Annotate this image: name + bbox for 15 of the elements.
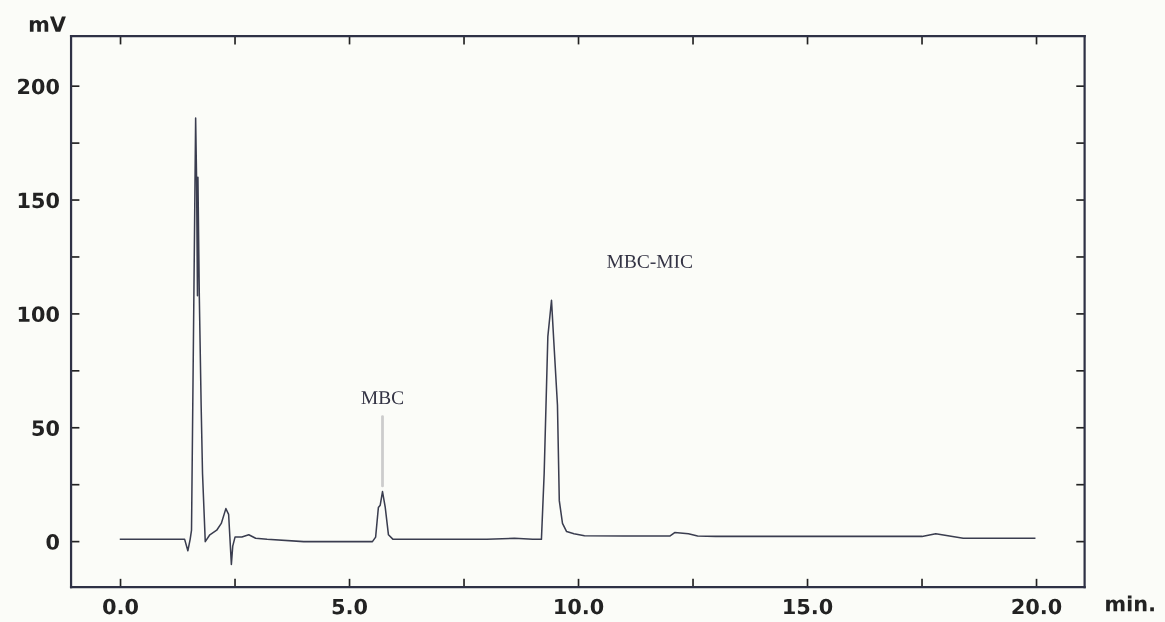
y-tick-label: 0 (46, 534, 59, 550)
y-axis-title: mV (29, 16, 66, 32)
annotation: MBC (361, 391, 404, 405)
y-tick-label: 150 (18, 192, 59, 209)
y-tick-label: 200 (18, 78, 59, 95)
line-series (119, 117, 1036, 566)
x-tick-label: 10.0 (555, 598, 604, 615)
annotation: MBC-MIC (607, 254, 692, 268)
x-axis-title: min. (1106, 595, 1154, 612)
y-tick-label: 50 (32, 420, 59, 436)
x-tick-label: 15.0 (784, 598, 833, 615)
x-tick-label: 5.0 (332, 598, 367, 615)
y-tick-label: 100 (18, 306, 59, 323)
x-tick-label: 20.0 (1012, 598, 1062, 615)
x-tick-label: 0.0 (103, 598, 138, 615)
